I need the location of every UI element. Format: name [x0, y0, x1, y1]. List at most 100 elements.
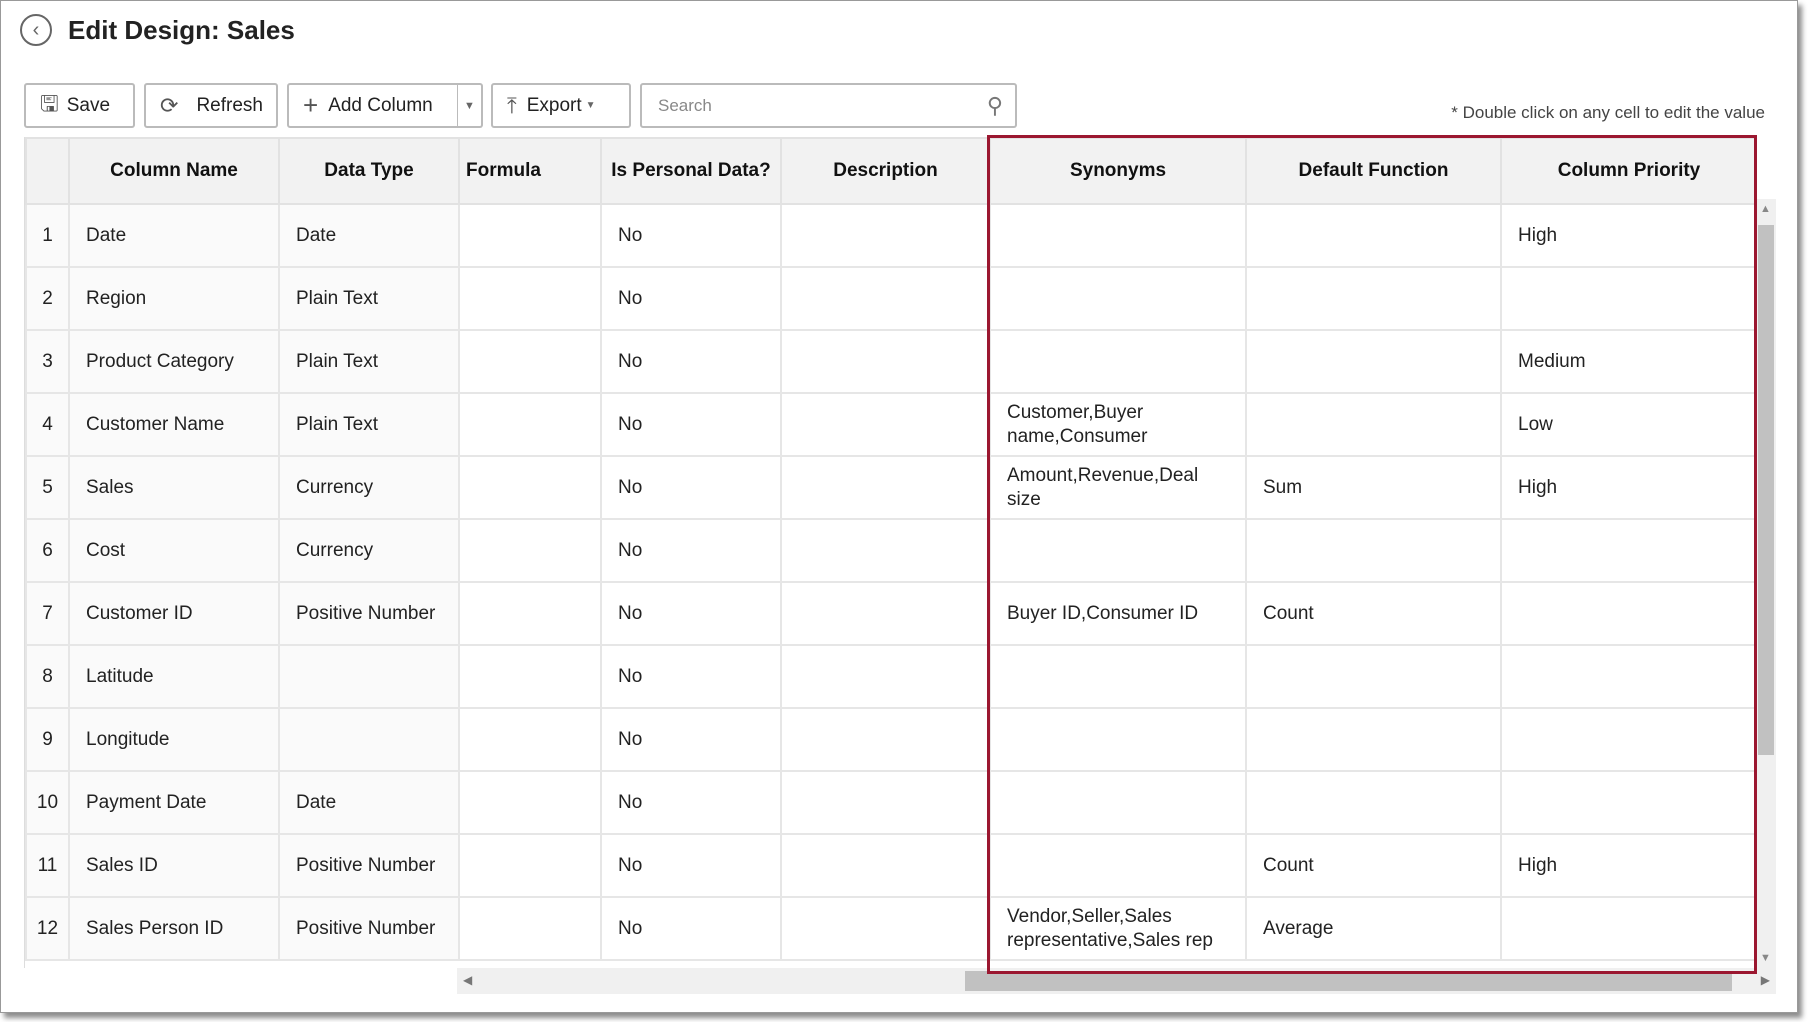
cell-formula[interactable] — [458, 455, 602, 520]
cell-default-function[interactable]: Count — [1245, 833, 1502, 898]
cell-column-priority[interactable]: High — [1500, 203, 1756, 268]
cell-column-name[interactable]: Sales ID — [68, 833, 280, 898]
cell-column-priority[interactable]: High — [1500, 455, 1756, 520]
cell-is-personal-data[interactable]: No — [600, 833, 782, 898]
vertical-scrollbar[interactable]: ▲ ▼ — [1755, 199, 1776, 968]
cell-column-name[interactable]: Date — [68, 203, 280, 268]
cell-formula[interactable] — [458, 266, 602, 331]
scroll-down-icon[interactable]: ▼ — [1760, 952, 1771, 964]
cell-description[interactable] — [780, 770, 991, 835]
cell-data-type[interactable]: Positive Number — [278, 833, 460, 898]
cell-synonyms[interactable] — [989, 203, 1247, 268]
cell-is-personal-data[interactable]: No — [600, 518, 782, 583]
scroll-left-icon[interactable]: ◀ — [463, 973, 473, 987]
header-data-type[interactable]: Data Type — [278, 137, 460, 205]
cell-data-type[interactable]: Plain Text — [278, 329, 460, 394]
cell-column-name[interactable]: Latitude — [68, 644, 280, 709]
horizontal-scrollbar[interactable]: ◀ ▶ — [457, 968, 1776, 994]
cell-is-personal-data[interactable]: No — [600, 896, 782, 961]
cell-column-priority[interactable] — [1500, 707, 1756, 772]
refresh-button[interactable]: ⟳ Refresh — [144, 83, 278, 128]
cell-formula[interactable] — [458, 896, 602, 961]
header-column-priority[interactable]: Column Priority — [1500, 137, 1756, 205]
cell-column-name[interactable]: Product Category — [68, 329, 280, 394]
cell-description[interactable] — [780, 896, 991, 961]
cell-description[interactable] — [780, 455, 991, 520]
cell-default-function[interactable] — [1245, 644, 1502, 709]
cell-column-priority[interactable] — [1500, 644, 1756, 709]
cell-column-priority[interactable]: Medium — [1500, 329, 1756, 394]
cell-column-priority[interactable]: Low — [1500, 392, 1756, 457]
cell-data-type[interactable]: Positive Number — [278, 896, 460, 961]
cell-is-personal-data[interactable]: No — [600, 329, 782, 394]
add-column-button[interactable]: + Add Column — [287, 83, 458, 128]
export-button[interactable]: ⤒ Export ▼ — [491, 83, 631, 128]
cell-synonyms[interactable] — [989, 770, 1247, 835]
cell-data-type[interactable]: Date — [278, 770, 460, 835]
cell-synonyms[interactable] — [989, 518, 1247, 583]
header-synonyms[interactable]: Synonyms — [989, 137, 1247, 205]
cell-synonyms[interactable] — [989, 833, 1247, 898]
cell-column-priority[interactable]: High — [1500, 833, 1756, 898]
cell-data-type[interactable]: Date — [278, 203, 460, 268]
search-icon[interactable]: ⚲ — [986, 92, 1003, 118]
cell-data-type[interactable] — [278, 707, 460, 772]
header-formula[interactable]: Formula — [458, 137, 602, 205]
header-is-personal-data[interactable]: Is Personal Data? — [600, 137, 782, 205]
cell-description[interactable] — [780, 203, 991, 268]
cell-column-priority[interactable] — [1500, 581, 1756, 646]
cell-is-personal-data[interactable]: No — [600, 707, 782, 772]
cell-formula[interactable] — [458, 329, 602, 394]
cell-default-function[interactable] — [1245, 329, 1502, 394]
cell-is-personal-data[interactable]: No — [600, 581, 782, 646]
add-column-dropdown[interactable]: ▼ — [458, 83, 483, 128]
cell-column-name[interactable]: Payment Date — [68, 770, 280, 835]
cell-default-function[interactable] — [1245, 707, 1502, 772]
cell-column-priority[interactable] — [1500, 896, 1756, 961]
cell-description[interactable] — [780, 644, 991, 709]
cell-column-name[interactable]: Customer ID — [68, 581, 280, 646]
cell-formula[interactable] — [458, 518, 602, 583]
back-button[interactable]: ‹ — [20, 14, 52, 46]
scroll-up-icon[interactable]: ▲ — [1760, 203, 1771, 215]
cell-description[interactable] — [780, 833, 991, 898]
cell-formula[interactable] — [458, 770, 602, 835]
cell-is-personal-data[interactable]: No — [600, 203, 782, 268]
cell-default-function[interactable] — [1245, 518, 1502, 583]
cell-formula[interactable] — [458, 203, 602, 268]
save-button[interactable]: 🖫 Save — [24, 83, 135, 128]
cell-formula[interactable] — [458, 392, 602, 457]
cell-column-name[interactable]: Region — [68, 266, 280, 331]
cell-column-name[interactable]: Sales Person ID — [68, 896, 280, 961]
horizontal-scroll-thumb[interactable] — [965, 971, 1732, 991]
cell-is-personal-data[interactable]: No — [600, 644, 782, 709]
cell-data-type[interactable] — [278, 644, 460, 709]
cell-column-name[interactable]: Longitude — [68, 707, 280, 772]
cell-synonyms[interactable] — [989, 707, 1247, 772]
cell-column-name[interactable]: Cost — [68, 518, 280, 583]
cell-formula[interactable] — [458, 644, 602, 709]
cell-default-function[interactable] — [1245, 266, 1502, 331]
cell-data-type[interactable]: Currency — [278, 455, 460, 520]
cell-column-priority[interactable] — [1500, 770, 1756, 835]
cell-synonyms[interactable] — [989, 644, 1247, 709]
vertical-scroll-thumb[interactable] — [1758, 225, 1774, 755]
cell-synonyms[interactable]: Buyer ID,Consumer ID — [989, 581, 1247, 646]
cell-description[interactable] — [780, 707, 991, 772]
cell-formula[interactable] — [458, 707, 602, 772]
cell-description[interactable] — [780, 581, 991, 646]
cell-synonyms[interactable]: Customer,Buyer name,Consumer — [989, 392, 1247, 457]
cell-synonyms[interactable]: Vendor,Seller,Sales representative,Sales… — [989, 896, 1247, 961]
cell-synonyms[interactable] — [989, 329, 1247, 394]
cell-default-function[interactable]: Sum — [1245, 455, 1502, 520]
cell-synonyms[interactable] — [989, 266, 1247, 331]
cell-default-function[interactable]: Count — [1245, 581, 1502, 646]
cell-formula[interactable] — [458, 833, 602, 898]
header-default-function[interactable]: Default Function — [1245, 137, 1502, 205]
cell-data-type[interactable]: Currency — [278, 518, 460, 583]
cell-column-priority[interactable] — [1500, 518, 1756, 583]
cell-description[interactable] — [780, 392, 991, 457]
cell-description[interactable] — [780, 329, 991, 394]
header-row-number[interactable] — [25, 137, 70, 205]
cell-description[interactable] — [780, 518, 991, 583]
